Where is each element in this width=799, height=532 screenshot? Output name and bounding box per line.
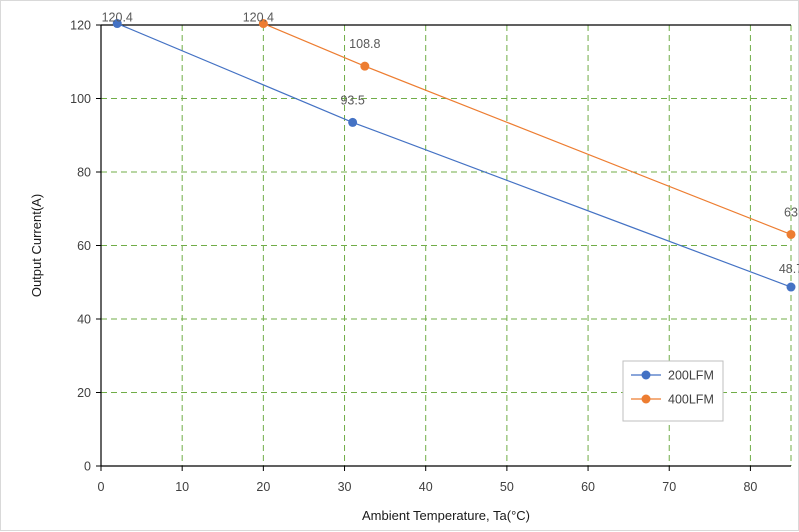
x-tick-label: 60 xyxy=(581,480,595,494)
legend-box xyxy=(622,360,724,422)
data-point-400lfm xyxy=(360,61,370,71)
data-point-200lfm xyxy=(112,19,122,29)
x-tick-label: 0 xyxy=(98,480,105,494)
data-label-200lfm: 120.4 xyxy=(102,11,133,25)
data-point-400lfm xyxy=(258,19,268,29)
data-label-200lfm: 48.7 xyxy=(779,262,799,276)
x-tick-label: 40 xyxy=(419,480,433,494)
y-tick-label: 40 xyxy=(77,313,91,327)
x-tick-label: 50 xyxy=(500,480,514,494)
x-axis-title: Ambient Temperature, Ta(°C) xyxy=(362,508,530,523)
legend-marker-200lfm xyxy=(641,370,651,380)
legend-marker-400lfm xyxy=(641,394,651,404)
y-axis-title: Output Current(A) xyxy=(29,194,44,297)
x-tick-label: 70 xyxy=(662,480,676,494)
x-tick-label: 80 xyxy=(743,480,757,494)
data-labels: 120.4 93.5 48.7 120.4 108.8 63 xyxy=(102,11,799,276)
y-tick-label: 120 xyxy=(70,19,91,33)
x-tick-label: 10 xyxy=(175,480,189,494)
y-tick-label: 80 xyxy=(77,166,91,180)
y-tick-label: 100 xyxy=(70,92,91,106)
x-tick-label: 20 xyxy=(256,480,270,494)
x-tick-label: 30 xyxy=(338,480,352,494)
series-line-400lfm xyxy=(263,22,792,236)
axes: 0 20 40 60 80 100 120 0 10 20 30 40 50 60 70 80 xyxy=(70,19,791,494)
data-label-400lfm: 120.4 xyxy=(243,11,274,25)
series-line-200lfm xyxy=(117,22,792,288)
data-point-400lfm xyxy=(786,229,796,239)
data-point-200lfm xyxy=(786,282,796,292)
data-label-400lfm: 108.8 xyxy=(349,37,380,51)
y-tick-label: 60 xyxy=(77,239,91,253)
data-label-200lfm: 93.5 xyxy=(340,93,364,107)
legend-label-400lfm: 400LFM xyxy=(668,393,714,407)
data-label-400lfm: 63 xyxy=(784,205,798,219)
legend: 200LFM 400LFM xyxy=(622,360,724,422)
data-point-200lfm xyxy=(348,117,358,127)
y-tick-label: 0 xyxy=(84,460,91,474)
y-tick-label: 20 xyxy=(77,386,91,400)
legend-label-200lfm: 200LFM xyxy=(668,369,714,383)
series xyxy=(112,19,796,292)
